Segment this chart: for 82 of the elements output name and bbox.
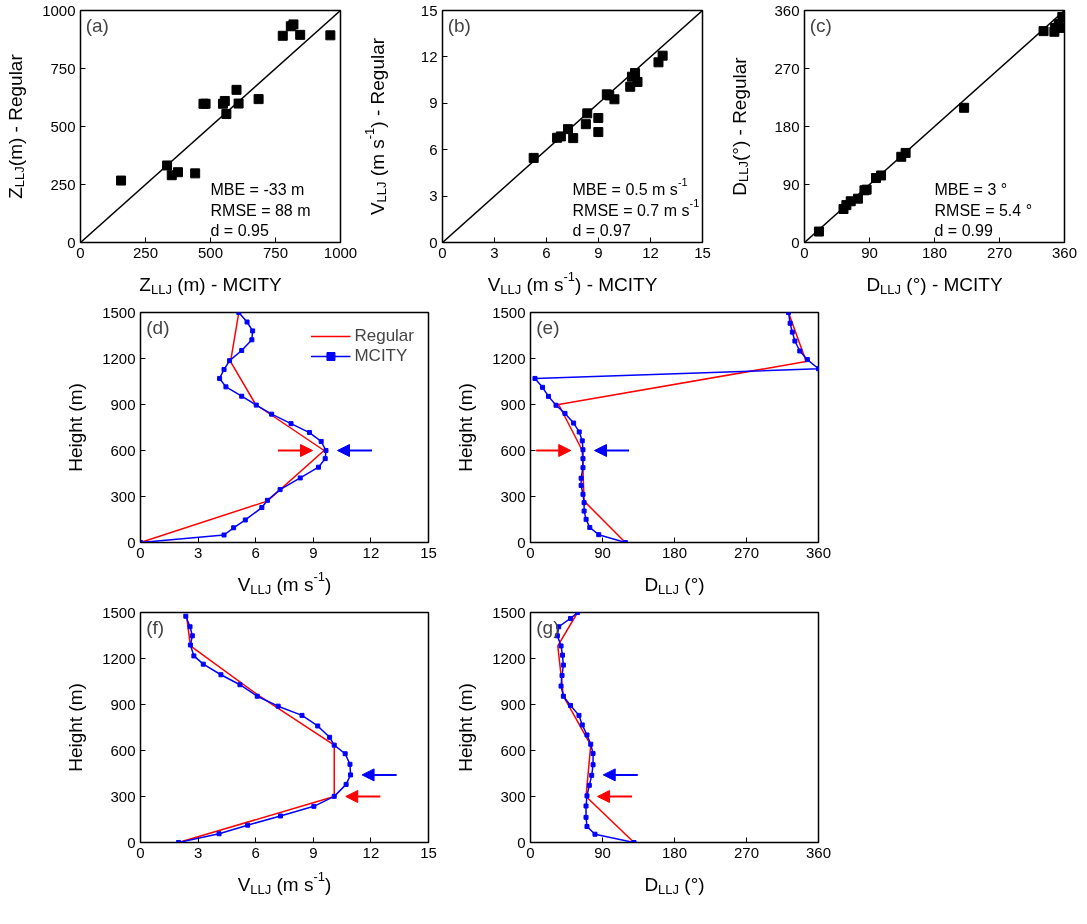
y-tick-label: 1500: [102, 603, 136, 621]
y-tick-label: 1200: [492, 349, 526, 367]
x-tick-label: 1000: [323, 243, 358, 261]
chart-title: (f): [146, 617, 165, 639]
y-tick-label: 300: [110, 487, 136, 505]
x-tick-label: 750: [262, 243, 289, 261]
y-tick-label: 1500: [102, 303, 136, 321]
y-tick-label: 1500: [492, 603, 526, 621]
annotation: d = 0.97: [572, 222, 631, 240]
y-tick-label: 300: [500, 487, 526, 505]
legend-label: Regular: [354, 326, 414, 346]
x-tick-label: 6: [542, 243, 551, 261]
y-tick-label: 180: [774, 117, 800, 135]
y-axis-title: Height (m): [455, 383, 476, 472]
y-tick-label: 9: [429, 94, 438, 112]
x-tick-label: 360: [805, 843, 832, 861]
y-tick-label: 900: [110, 395, 136, 413]
chart-title: (e): [536, 317, 560, 339]
y-tick-label: 90: [782, 175, 800, 193]
y-tick-label: 1500: [492, 303, 526, 321]
y-axis-title: ZLLJ(m) - Regular: [5, 53, 28, 199]
y-tick-label: 15: [420, 1, 438, 19]
x-tick-label: 12: [642, 243, 659, 261]
y-tick-label: 250: [50, 175, 76, 193]
y-tick-label: 1200: [102, 349, 136, 367]
y-tick-label: 270: [774, 59, 800, 77]
x-tick-label: 3: [193, 543, 203, 561]
x-tick-label: 180: [661, 843, 688, 861]
y-tick-label: 750: [50, 59, 76, 77]
x-tick-label: 270: [733, 543, 760, 561]
y-axis-title: VLLJ (m s-1) - Regular: [362, 37, 390, 216]
y-axis-title: Height (m): [65, 383, 86, 472]
annotation: d = 0.99: [934, 222, 993, 240]
y-axis-title: DLLJ(°) - Regular: [729, 56, 752, 196]
x-tick-label: 6: [251, 843, 260, 861]
x-tick-label: 6: [251, 543, 260, 561]
x-tick-label: 360: [805, 543, 832, 561]
y-tick-label: 1200: [492, 649, 526, 667]
y-tick-label: 600: [110, 441, 136, 459]
x-tick-label: 90: [861, 243, 878, 261]
y-tick-label: 360: [774, 1, 800, 19]
y-axis-title: Height (m): [65, 683, 86, 772]
chart-title: (d): [146, 317, 170, 339]
annotation: MBE = -33 m: [210, 180, 305, 198]
y-tick-label: 600: [500, 441, 526, 459]
y-tick-label: 300: [110, 787, 136, 805]
annotation: RMSE = 88 m: [210, 201, 311, 219]
chart-title: (a): [85, 15, 109, 37]
chart-title: (b): [447, 15, 471, 37]
y-tick-label: 1200: [102, 649, 136, 667]
x-tick-label: 360: [1051, 243, 1078, 261]
y-tick-label: 900: [500, 695, 526, 713]
annotation: RMSE = 5.4 °: [934, 201, 1033, 219]
x-tick-label: 270: [733, 843, 760, 861]
y-tick-label: 300: [500, 787, 526, 805]
x-tick-label: 9: [594, 243, 603, 261]
legend-label: MCITY: [354, 346, 408, 366]
x-tick-label: 500: [197, 243, 224, 261]
x-tick-label: 12: [362, 843, 380, 861]
y-tick-label: 900: [500, 395, 526, 413]
y-tick-label: 900: [110, 695, 136, 713]
y-tick-label: 12: [420, 47, 438, 65]
y-tick-label: 6: [429, 140, 438, 158]
x-tick-label: 12: [362, 543, 380, 561]
y-tick-label: 1000: [42, 1, 76, 19]
x-tick-label: 180: [921, 243, 948, 261]
x-tick-label: 90: [594, 843, 611, 861]
x-tick-label: 9: [309, 843, 318, 861]
x-tick-label: 3: [193, 843, 203, 861]
y-tick-label: 500: [50, 117, 76, 135]
x-tick-label: 180: [661, 543, 688, 561]
x-tick-label: 15: [694, 243, 711, 261]
x-tick-label: 270: [986, 243, 1013, 261]
y-tick-label: 3: [429, 187, 438, 205]
y-axis-title: Height (m): [455, 683, 476, 772]
x-tick-label: 90: [594, 543, 611, 561]
annotation: MBE = 3 °: [934, 180, 1008, 198]
annotation: d = 0.95: [210, 222, 269, 240]
chart-title: (c): [809, 15, 832, 37]
y-tick-label: 600: [500, 741, 526, 759]
x-tick-label: 9: [309, 543, 318, 561]
y-tick-label: 600: [110, 741, 136, 759]
